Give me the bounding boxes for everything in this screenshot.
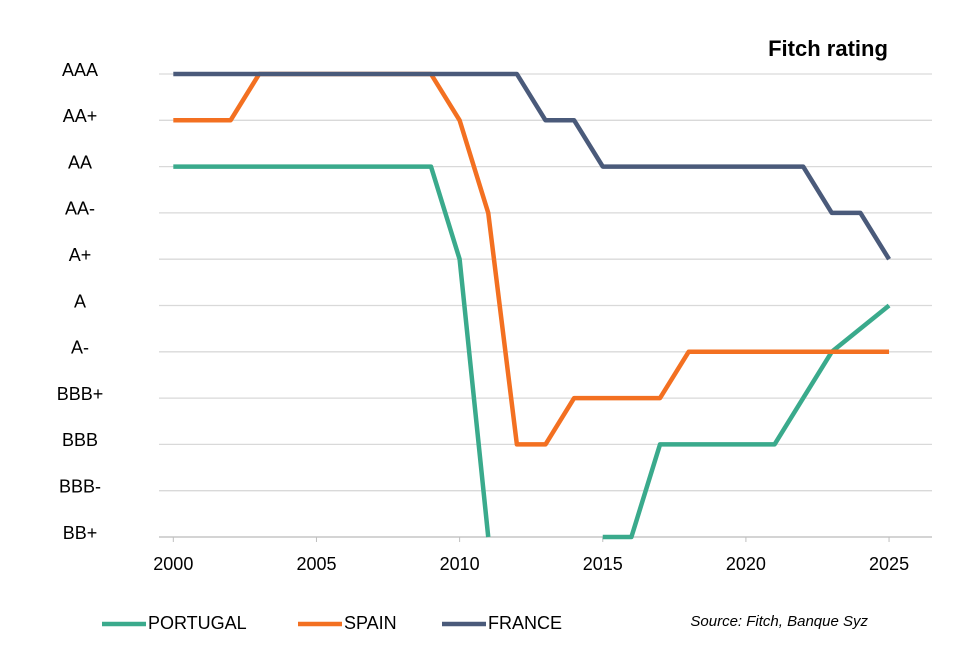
- source-note: Source: Fitch, Banque Syz: [690, 613, 868, 630]
- y-tick-label: A: [74, 291, 86, 311]
- y-tick-label: A-: [71, 338, 89, 358]
- legend-label: SPAIN: [344, 613, 397, 633]
- chart-title: Fitch rating: [768, 36, 888, 61]
- y-tick-label: BB+: [63, 523, 98, 543]
- y-tick-label: AA: [68, 152, 92, 172]
- y-tick-label: BBB+: [57, 384, 104, 404]
- x-tick-label: 2000: [153, 554, 193, 574]
- y-tick-label: BBB-: [59, 476, 101, 496]
- legend-label: FRANCE: [488, 613, 562, 633]
- x-tick-label: 2025: [869, 554, 909, 574]
- y-tick-label: BBB: [62, 430, 98, 450]
- y-tick-label: AA-: [65, 199, 95, 219]
- x-tick-label: 2015: [583, 554, 623, 574]
- x-tick-label: 2005: [296, 554, 336, 574]
- series-line: [173, 71, 890, 447]
- legend-label: PORTUGAL: [148, 613, 247, 633]
- x-tick-label: 2010: [440, 554, 480, 574]
- y-tick-label: AA+: [63, 106, 98, 126]
- y-tick-label: AAA: [62, 60, 98, 80]
- series-line: [173, 71, 891, 261]
- x-tick-label: 2020: [726, 554, 766, 574]
- y-tick-label: A+: [69, 245, 92, 265]
- series-line: [173, 164, 891, 540]
